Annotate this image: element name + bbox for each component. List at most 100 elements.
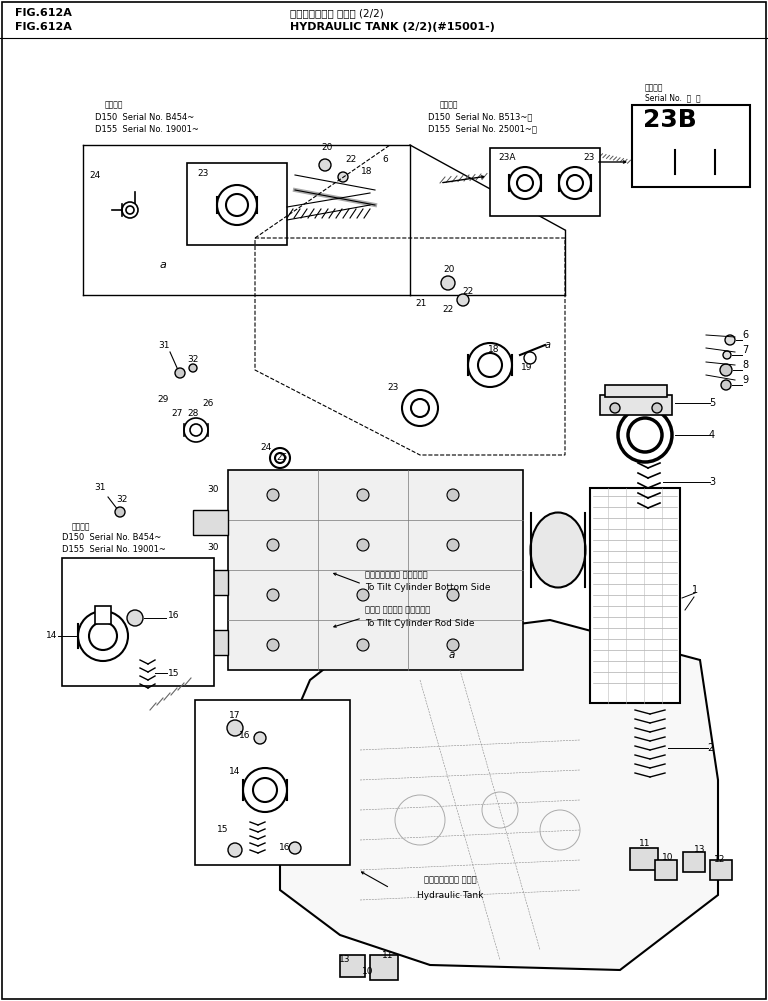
Circle shape: [338, 172, 348, 182]
Text: 22: 22: [462, 287, 474, 296]
Circle shape: [217, 185, 257, 225]
Circle shape: [723, 351, 731, 359]
Circle shape: [357, 589, 369, 601]
Text: 2: 2: [707, 743, 713, 753]
Text: 15: 15: [168, 669, 180, 678]
Text: 24: 24: [89, 170, 101, 179]
Circle shape: [89, 622, 117, 650]
Text: 11: 11: [639, 839, 650, 848]
Text: 10: 10: [662, 854, 674, 863]
Text: 5: 5: [709, 398, 715, 408]
Text: 13: 13: [339, 956, 351, 965]
Circle shape: [270, 448, 290, 468]
Text: 25: 25: [276, 453, 288, 462]
Circle shape: [567, 175, 583, 191]
Text: Serial No.  ・  〜: Serial No. ・ 〜: [645, 93, 700, 102]
Bar: [630, 848, 658, 870]
Text: 9: 9: [742, 375, 748, 385]
Text: D150  Serial No. B513~・: D150 Serial No. B513~・: [428, 112, 532, 121]
Text: 4: 4: [709, 430, 715, 440]
Text: 1: 1: [692, 585, 698, 595]
Text: 6: 6: [742, 330, 748, 340]
Circle shape: [725, 335, 735, 345]
Bar: [193, 510, 228, 535]
Circle shape: [357, 489, 369, 500]
Text: 3: 3: [709, 477, 715, 487]
Text: 30: 30: [207, 485, 219, 494]
Circle shape: [267, 639, 279, 651]
Text: 32: 32: [116, 495, 127, 505]
Circle shape: [184, 418, 208, 442]
Circle shape: [628, 418, 662, 452]
Circle shape: [559, 167, 591, 199]
Text: 23B: 23B: [643, 108, 697, 132]
Text: 13: 13: [694, 846, 706, 855]
Circle shape: [175, 368, 185, 378]
Text: 23: 23: [197, 168, 208, 177]
Text: 23A: 23A: [498, 153, 515, 162]
Text: To Tilt Cylinder Bottom Side: To Tilt Cylinder Bottom Side: [365, 584, 491, 593]
Bar: [590, 488, 680, 703]
Circle shape: [509, 167, 541, 199]
Text: チルト シリンダ ロッド側へ: チルト シリンダ ロッド側へ: [365, 606, 430, 615]
Circle shape: [618, 408, 672, 462]
Circle shape: [267, 539, 279, 551]
Text: 17: 17: [230, 711, 240, 720]
Ellipse shape: [684, 152, 706, 172]
Circle shape: [478, 353, 502, 377]
Text: D155  Serial No. 19001~: D155 Serial No. 19001~: [62, 546, 166, 555]
Circle shape: [275, 453, 285, 463]
Text: D155  Serial No. 25001~・: D155 Serial No. 25001~・: [428, 124, 537, 133]
Circle shape: [652, 403, 662, 413]
Circle shape: [228, 843, 242, 857]
Text: 28: 28: [187, 408, 199, 417]
Text: 12: 12: [714, 856, 726, 865]
Text: 22: 22: [442, 305, 454, 314]
Text: 18: 18: [488, 345, 500, 354]
Circle shape: [524, 352, 536, 364]
Text: 24: 24: [260, 442, 272, 451]
Text: 適用号機: 適用号機: [72, 523, 91, 532]
Text: 31: 31: [94, 482, 106, 491]
Text: To Tilt Cylinder Rod Side: To Tilt Cylinder Rod Side: [365, 619, 475, 628]
Text: 15: 15: [217, 826, 229, 835]
Text: 29: 29: [157, 395, 169, 404]
Circle shape: [289, 842, 301, 854]
Text: 7: 7: [742, 345, 748, 355]
Ellipse shape: [531, 513, 585, 588]
Circle shape: [267, 589, 279, 601]
Bar: [490, 148, 600, 216]
Text: D150  Serial No. B454~: D150 Serial No. B454~: [95, 112, 194, 121]
Text: 23: 23: [583, 153, 594, 162]
Text: a: a: [545, 340, 551, 350]
Text: 18: 18: [361, 167, 372, 176]
Ellipse shape: [675, 144, 715, 180]
Circle shape: [720, 364, 732, 376]
Text: 16: 16: [280, 844, 291, 853]
Circle shape: [319, 159, 331, 171]
Circle shape: [517, 175, 533, 191]
Circle shape: [254, 732, 266, 744]
Bar: [228, 470, 523, 670]
Text: FIG.612A: FIG.612A: [15, 8, 72, 18]
Text: a: a: [449, 650, 455, 660]
Circle shape: [357, 539, 369, 551]
Text: 20: 20: [321, 143, 333, 152]
Text: 26: 26: [202, 398, 214, 407]
Text: Hydraulic Tank: Hydraulic Tank: [417, 891, 483, 900]
Text: 10: 10: [362, 968, 374, 977]
Bar: [683, 852, 705, 872]
Circle shape: [357, 639, 369, 651]
Text: チルトシリンダ ボトム側へ: チルトシリンダ ボトム側へ: [365, 571, 428, 580]
Text: 22: 22: [346, 155, 356, 164]
Text: 20: 20: [443, 265, 455, 274]
Text: 16: 16: [168, 611, 180, 620]
Circle shape: [78, 611, 128, 661]
Polygon shape: [280, 620, 718, 970]
Text: a: a: [160, 260, 167, 270]
Circle shape: [447, 639, 459, 651]
Circle shape: [115, 507, 125, 517]
Circle shape: [227, 720, 243, 736]
Circle shape: [411, 399, 429, 417]
Text: 適用号機: 適用号機: [440, 100, 458, 109]
